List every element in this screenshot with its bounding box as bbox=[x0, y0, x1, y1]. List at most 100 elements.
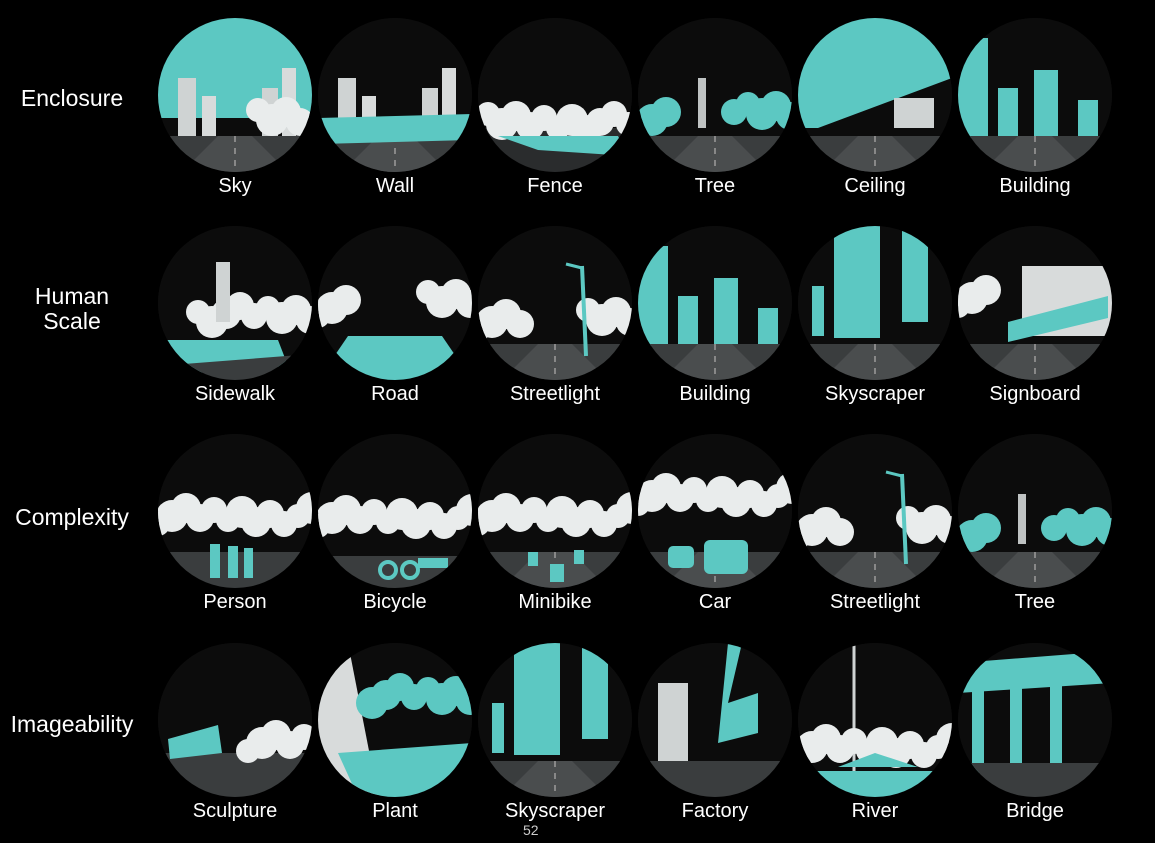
segment-cell: Tree bbox=[955, 434, 1115, 634]
segment-cell: Streetlight bbox=[475, 226, 635, 426]
segment-cell: Bridge bbox=[955, 643, 1115, 843]
segment-cell: Signboard bbox=[955, 226, 1115, 426]
segment-cell: River bbox=[795, 643, 955, 843]
row-label: Enclosure bbox=[20, 85, 124, 111]
scene-sky-image bbox=[158, 18, 312, 172]
segment-caption: Streetlight bbox=[509, 383, 601, 405]
scene-road-image bbox=[318, 226, 472, 380]
segment-caption: Factory bbox=[681, 800, 749, 822]
segmentation-thumbnail bbox=[158, 434, 312, 588]
scene-river-image bbox=[798, 643, 952, 797]
segment-caption: Streetlight bbox=[829, 591, 921, 613]
segment-caption: Wall bbox=[375, 175, 415, 197]
segment-cell: Sculpture bbox=[155, 643, 315, 843]
scene-tree-image bbox=[958, 434, 1112, 588]
segment-caption: Person bbox=[203, 591, 267, 613]
scene-ceiling-image bbox=[798, 18, 952, 172]
segmentation-thumbnail bbox=[318, 643, 472, 797]
segment-caption: Plant bbox=[372, 800, 418, 822]
segment-cell: Wall bbox=[315, 18, 475, 218]
segment-caption: Building bbox=[679, 383, 751, 405]
segmentation-thumbnail bbox=[958, 643, 1112, 797]
segment-cell: Person bbox=[155, 434, 315, 634]
segment-caption: Fence bbox=[527, 175, 583, 197]
segment-cell: Sidewalk bbox=[155, 226, 315, 426]
segmentation-thumbnail bbox=[638, 18, 792, 172]
segmentation-thumbnail bbox=[798, 643, 952, 797]
scene-car-image bbox=[638, 434, 792, 588]
segment-caption: Signboard bbox=[989, 383, 1081, 405]
segment-caption: Tree bbox=[1014, 591, 1056, 613]
segmentation-thumbnail bbox=[158, 226, 312, 380]
segment-cell: Fence bbox=[475, 18, 635, 218]
segmentation-thumbnail bbox=[638, 643, 792, 797]
segment-caption: Road bbox=[371, 383, 419, 405]
row-label: Human Scale bbox=[34, 283, 110, 334]
scene-fence-image bbox=[478, 18, 632, 172]
row-label: Complexity bbox=[15, 504, 129, 530]
segment-caption: Bridge bbox=[1006, 800, 1064, 822]
category-row: Imageability Sculpture Plant Skyscraper Fact… bbox=[0, 643, 1155, 843]
scene-bridge-image bbox=[958, 643, 1112, 797]
row-label: Imageability bbox=[10, 711, 134, 737]
scene-sidewalk-image bbox=[158, 226, 312, 380]
segment-cell: Skyscraper bbox=[475, 643, 635, 843]
segmentation-thumbnail bbox=[318, 434, 472, 588]
segment-cell: Car bbox=[635, 434, 795, 634]
segmentation-thumbnail bbox=[478, 434, 632, 588]
category-row: Human Scale Sidewalk Road Streetlight Buildi… bbox=[0, 226, 1155, 426]
scene-building-image bbox=[638, 226, 792, 380]
segmentation-thumbnail bbox=[318, 18, 472, 172]
segment-cell: Streetlight bbox=[795, 434, 955, 634]
segment-cell: Plant bbox=[315, 643, 475, 843]
segment-caption: Minibike bbox=[518, 591, 592, 613]
scene-skyscraper-image bbox=[798, 226, 952, 380]
segmentation-thumbnail bbox=[958, 18, 1112, 172]
scene-building-image bbox=[958, 18, 1112, 172]
segment-caption: Tree bbox=[694, 175, 736, 197]
segment-caption: Bicycle bbox=[363, 591, 427, 613]
scene-skyscraper-image bbox=[478, 643, 632, 797]
segmentation-thumbnail bbox=[478, 643, 632, 797]
segmentation-thumbnail bbox=[158, 18, 312, 172]
category-row: Complexity Person Bicycle Minibike Car Street… bbox=[0, 434, 1155, 634]
segment-cell: Factory bbox=[635, 643, 795, 843]
segment-caption: Sky bbox=[218, 175, 252, 197]
segment-caption: Car bbox=[698, 591, 732, 613]
page-number: 52 bbox=[523, 822, 539, 838]
scene-signboard-image bbox=[958, 226, 1112, 380]
scene-minibike-image bbox=[478, 434, 632, 588]
segment-cell: Tree bbox=[635, 18, 795, 218]
segmentation-thumbnail bbox=[798, 226, 952, 380]
segmentation-thumbnail bbox=[638, 226, 792, 380]
segmentation-thumbnail bbox=[158, 643, 312, 797]
segment-cell: Building bbox=[955, 18, 1115, 218]
segmentation-thumbnail bbox=[958, 226, 1112, 380]
category-row: Enclosure Sky Wall Fence Tree Ceiling Building bbox=[0, 18, 1155, 218]
scene-plant-image bbox=[318, 643, 472, 797]
segmentation-thumbnail bbox=[958, 434, 1112, 588]
segment-cell: Sky bbox=[155, 18, 315, 218]
segment-caption: Sculpture bbox=[192, 800, 278, 822]
segment-cell: Building bbox=[635, 226, 795, 426]
segment-caption: Skyscraper bbox=[824, 383, 926, 405]
segmentation-thumbnail bbox=[318, 226, 472, 380]
segment-caption: River bbox=[851, 800, 899, 822]
segment-caption: Skyscraper bbox=[504, 800, 606, 822]
segment-cell: Bicycle bbox=[315, 434, 475, 634]
segmentation-thumbnail bbox=[478, 18, 632, 172]
segment-cell: Road bbox=[315, 226, 475, 426]
scene-bicycle-image bbox=[318, 434, 472, 588]
scene-streetlight-image bbox=[798, 434, 952, 588]
scene-factory-image bbox=[638, 643, 792, 797]
segmentation-thumbnail bbox=[798, 434, 952, 588]
segmentation-thumbnail bbox=[798, 18, 952, 172]
segment-caption: Ceiling bbox=[844, 175, 906, 197]
segment-cell: Ceiling bbox=[795, 18, 955, 218]
segment-cell: Minibike bbox=[475, 434, 635, 634]
segment-cell: Skyscraper bbox=[795, 226, 955, 426]
segmentation-thumbnail bbox=[638, 434, 792, 588]
scene-streetlight-image bbox=[478, 226, 632, 380]
segment-caption: Sidewalk bbox=[194, 383, 276, 405]
